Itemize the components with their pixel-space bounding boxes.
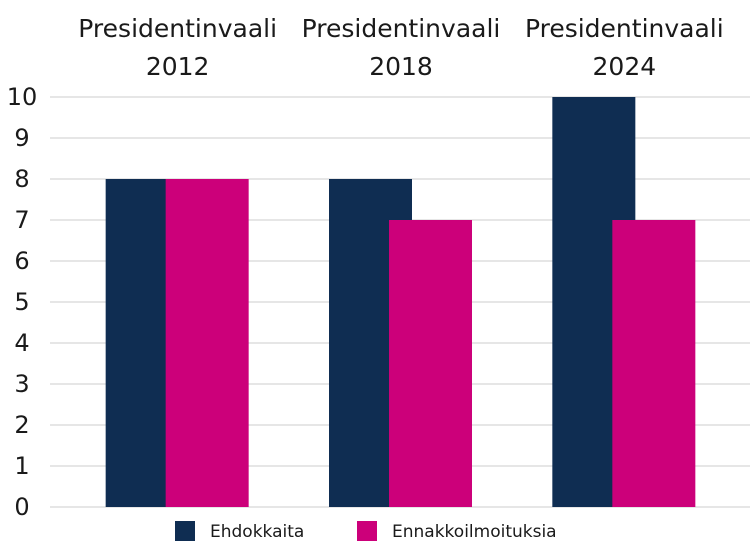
category-line: Presidentinvaali [302, 14, 501, 43]
category-line: Presidentinvaali [525, 14, 724, 43]
category-label: Presidentinvaali 2024 [525, 14, 724, 81]
y-tick-label: 0 [14, 493, 29, 521]
y-tick-label: 1 [14, 452, 29, 480]
y-tick-label: 8 [14, 165, 29, 193]
category-line: 2018 [369, 52, 433, 81]
legend-label: Ennakkoilmoituksia [392, 522, 557, 542]
y-tick-label: 2 [14, 411, 29, 439]
category-line: Presidentinvaali [78, 14, 277, 43]
y-tick-label: 4 [14, 329, 29, 357]
y-tick-label: 10 [7, 83, 38, 111]
y-tick-label: 5 [14, 288, 29, 316]
y-tick-label: 7 [14, 206, 29, 234]
legend-swatch [175, 521, 195, 541]
bar [165, 179, 249, 507]
bar [612, 220, 696, 507]
y-tick-label: 9 [14, 124, 29, 152]
legend-label: Ehdokkaita [210, 522, 304, 542]
category-label: Presidentinvaali 2012 [78, 14, 277, 81]
category-line: 2012 [146, 52, 210, 81]
category-label: Presidentinvaali 2018 [302, 14, 501, 81]
y-tick-label: 3 [14, 370, 29, 398]
bar [389, 220, 472, 507]
y-tick-label: 6 [14, 247, 29, 275]
legend-swatch [357, 521, 377, 541]
category-line: 2024 [593, 52, 657, 81]
